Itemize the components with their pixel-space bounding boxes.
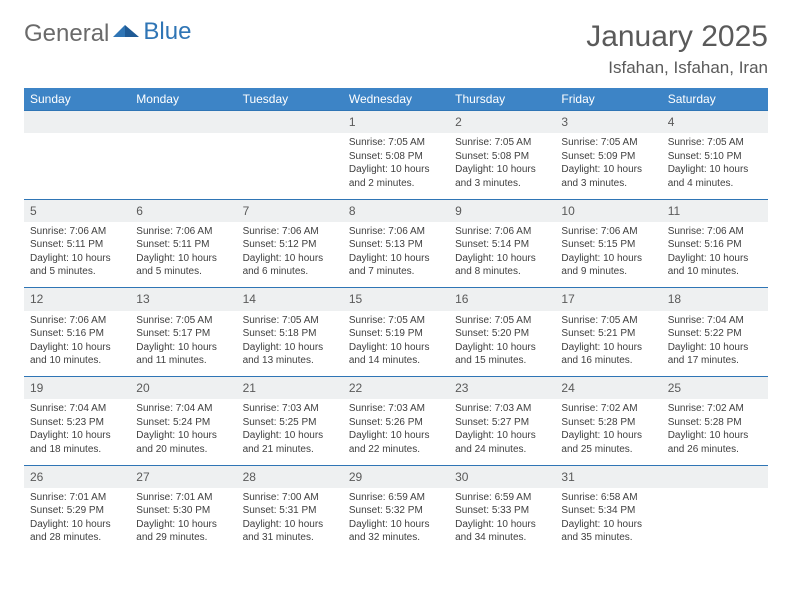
day-cell: Sunrise: 7:06 AM Sunset: 5:16 PM Dayligh… [24, 311, 130, 377]
day-number: 27 [130, 465, 236, 488]
day-cell: Sunrise: 7:00 AM Sunset: 5:31 PM Dayligh… [237, 488, 343, 554]
day-number: 6 [130, 199, 236, 222]
day-cell: Sunrise: 7:02 AM Sunset: 5:28 PM Dayligh… [662, 399, 768, 465]
day-number: 13 [130, 288, 236, 311]
dayname-sunday: Sunday [24, 88, 130, 111]
day-number [237, 111, 343, 134]
location-label: Isfahan, Isfahan, Iran [586, 58, 768, 78]
dayname-monday: Monday [130, 88, 236, 111]
day-number: 28 [237, 465, 343, 488]
daynum-row: 19202122232425 [24, 377, 768, 400]
brand-part2: Blue [143, 18, 191, 46]
day-cell: Sunrise: 7:05 AM Sunset: 5:18 PM Dayligh… [237, 311, 343, 377]
day-number: 7 [237, 199, 343, 222]
day-cell: Sunrise: 7:05 AM Sunset: 5:08 PM Dayligh… [343, 133, 449, 199]
day-number: 26 [24, 465, 130, 488]
month-title: January 2025 [586, 20, 768, 54]
brand-mark-icon [113, 20, 139, 48]
day-cell: Sunrise: 7:01 AM Sunset: 5:29 PM Dayligh… [24, 488, 130, 554]
dayname-wednesday: Wednesday [343, 88, 449, 111]
day-number [24, 111, 130, 134]
day-cell: Sunrise: 6:59 AM Sunset: 5:32 PM Dayligh… [343, 488, 449, 554]
day-cell: Sunrise: 7:01 AM Sunset: 5:30 PM Dayligh… [130, 488, 236, 554]
day-number: 22 [343, 377, 449, 400]
day-cell: Sunrise: 6:59 AM Sunset: 5:33 PM Dayligh… [449, 488, 555, 554]
day-number: 12 [24, 288, 130, 311]
day-cell [662, 488, 768, 554]
day-cell: Sunrise: 7:04 AM Sunset: 5:24 PM Dayligh… [130, 399, 236, 465]
dayname-friday: Friday [555, 88, 661, 111]
brand-part1: General [24, 20, 109, 48]
daynum-row: 1234 [24, 111, 768, 134]
day-number: 30 [449, 465, 555, 488]
day-cell: Sunrise: 7:02 AM Sunset: 5:28 PM Dayligh… [555, 399, 661, 465]
day-cell: Sunrise: 7:05 AM Sunset: 5:09 PM Dayligh… [555, 133, 661, 199]
day-cell: Sunrise: 7:03 AM Sunset: 5:27 PM Dayligh… [449, 399, 555, 465]
day-cell: Sunrise: 7:05 AM Sunset: 5:08 PM Dayligh… [449, 133, 555, 199]
day-number: 5 [24, 199, 130, 222]
content-row: Sunrise: 7:04 AM Sunset: 5:23 PM Dayligh… [24, 399, 768, 465]
day-number: 29 [343, 465, 449, 488]
day-cell: Sunrise: 7:04 AM Sunset: 5:23 PM Dayligh… [24, 399, 130, 465]
daynum-row: 262728293031 [24, 465, 768, 488]
calendar-table: Sunday Monday Tuesday Wednesday Thursday… [24, 88, 768, 554]
day-number: 19 [24, 377, 130, 400]
day-cell: Sunrise: 7:06 AM Sunset: 5:13 PM Dayligh… [343, 222, 449, 288]
day-cell: Sunrise: 7:06 AM Sunset: 5:11 PM Dayligh… [24, 222, 130, 288]
day-cell: Sunrise: 7:03 AM Sunset: 5:25 PM Dayligh… [237, 399, 343, 465]
day-cell [130, 133, 236, 199]
day-number [130, 111, 236, 134]
day-number: 2 [449, 111, 555, 134]
day-cell: Sunrise: 7:05 AM Sunset: 5:10 PM Dayligh… [662, 133, 768, 199]
dayname-tuesday: Tuesday [237, 88, 343, 111]
day-cell: Sunrise: 7:06 AM Sunset: 5:15 PM Dayligh… [555, 222, 661, 288]
day-cell [237, 133, 343, 199]
day-number: 16 [449, 288, 555, 311]
day-cell: Sunrise: 7:05 AM Sunset: 5:20 PM Dayligh… [449, 311, 555, 377]
title-block: January 2025 Isfahan, Isfahan, Iran [586, 20, 768, 78]
content-row: Sunrise: 7:06 AM Sunset: 5:11 PM Dayligh… [24, 222, 768, 288]
content-row: Sunrise: 7:01 AM Sunset: 5:29 PM Dayligh… [24, 488, 768, 554]
day-cell: Sunrise: 7:06 AM Sunset: 5:12 PM Dayligh… [237, 222, 343, 288]
day-number: 14 [237, 288, 343, 311]
day-number: 23 [449, 377, 555, 400]
day-number: 10 [555, 199, 661, 222]
content-row: Sunrise: 7:06 AM Sunset: 5:16 PM Dayligh… [24, 311, 768, 377]
day-cell: Sunrise: 7:05 AM Sunset: 5:17 PM Dayligh… [130, 311, 236, 377]
day-number: 21 [237, 377, 343, 400]
dayname-row: Sunday Monday Tuesday Wednesday Thursday… [24, 88, 768, 111]
day-number: 1 [343, 111, 449, 134]
day-number: 31 [555, 465, 661, 488]
day-number [662, 465, 768, 488]
day-cell: Sunrise: 7:06 AM Sunset: 5:16 PM Dayligh… [662, 222, 768, 288]
day-number: 24 [555, 377, 661, 400]
day-number: 3 [555, 111, 661, 134]
day-cell: Sunrise: 7:05 AM Sunset: 5:19 PM Dayligh… [343, 311, 449, 377]
day-number: 20 [130, 377, 236, 400]
day-number: 25 [662, 377, 768, 400]
day-number: 8 [343, 199, 449, 222]
day-cell: Sunrise: 7:06 AM Sunset: 5:14 PM Dayligh… [449, 222, 555, 288]
day-cell: Sunrise: 7:04 AM Sunset: 5:22 PM Dayligh… [662, 311, 768, 377]
content-row: Sunrise: 7:05 AM Sunset: 5:08 PM Dayligh… [24, 133, 768, 199]
day-cell: Sunrise: 6:58 AM Sunset: 5:34 PM Dayligh… [555, 488, 661, 554]
daynum-row: 12131415161718 [24, 288, 768, 311]
page-header: General Blue January 2025 Isfahan, Isfah… [24, 20, 768, 78]
day-cell [24, 133, 130, 199]
day-cell: Sunrise: 7:06 AM Sunset: 5:11 PM Dayligh… [130, 222, 236, 288]
day-number: 4 [662, 111, 768, 134]
day-number: 9 [449, 199, 555, 222]
calendar-body: 1234Sunrise: 7:05 AM Sunset: 5:08 PM Day… [24, 111, 768, 554]
dayname-thursday: Thursday [449, 88, 555, 111]
brand-logo: General Blue [24, 20, 191, 48]
day-number: 18 [662, 288, 768, 311]
day-number: 11 [662, 199, 768, 222]
dayname-saturday: Saturday [662, 88, 768, 111]
daynum-row: 567891011 [24, 199, 768, 222]
day-cell: Sunrise: 7:05 AM Sunset: 5:21 PM Dayligh… [555, 311, 661, 377]
day-cell: Sunrise: 7:03 AM Sunset: 5:26 PM Dayligh… [343, 399, 449, 465]
day-number: 15 [343, 288, 449, 311]
day-number: 17 [555, 288, 661, 311]
calendar-page: General Blue January 2025 Isfahan, Isfah… [0, 0, 792, 574]
